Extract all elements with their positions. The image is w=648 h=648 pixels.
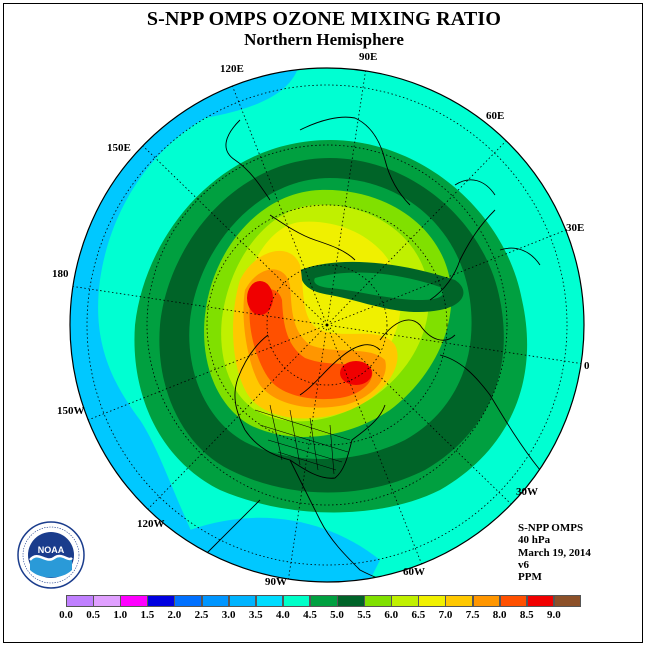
scale-swatch [201,595,230,607]
lon-label-150w: 150W [57,405,85,417]
map-boundary [69,67,585,583]
scale-swatch [120,595,148,607]
info-block: S-NPP OMPS 40 hPa March 19, 2014 v6 PPM [518,522,591,583]
scale-label: 7.0 [438,609,453,621]
scale-label: 3.5 [248,609,263,621]
scale-swatch [228,595,257,607]
field-red-max-east [340,361,372,385]
lon-label-30w: 30W [516,486,538,498]
scale-label: 0.0 [59,609,73,621]
scale-swatch [472,595,501,607]
scale-label: 1.5 [140,609,155,621]
scale-label: 2.5 [194,609,209,621]
lon-label-90w: 90W [265,576,287,588]
info-date: March 19, 2014 [518,546,591,559]
scale-swatch [418,595,446,607]
scale-label: 2.0 [167,609,182,621]
scale-swatch [499,595,528,607]
scale-label: 4.5 [303,609,317,621]
scale-label: 3.0 [221,609,236,621]
info-units: PPM [518,571,542,584]
scale-label: 1.0 [113,609,128,621]
info-version: v6 [518,558,529,571]
scale-label: 5.5 [357,609,372,621]
scale-label: 0.5 [86,609,100,621]
scale-swatch [93,595,121,607]
field-blue-west [70,68,300,582]
scale-swatch [255,595,284,607]
scale-swatch [391,595,419,607]
scale-swatch [445,595,474,607]
scale-label: 9.0 [547,609,561,621]
info-instrument: S-NPP OMPS [518,522,584,534]
scale-label: 7.5 [465,609,480,621]
lon-label-90e: 90E [359,51,378,63]
noaa-logo: NOAA [17,521,85,589]
scale-label: 5.0 [330,609,344,621]
page-title: S-NPP OMPS OZONE MIXING RATIO [146,8,502,30]
lon-label-60w: 60W [403,566,425,578]
scale-swatch [282,595,311,607]
scale-label: 4.0 [275,609,290,621]
figure-frame [3,3,643,643]
coastlines [199,116,541,582]
graticule [70,68,584,582]
lon-label-180: 180 [52,268,69,280]
lon-label-30e: 30E [566,222,585,234]
lon-label-60e: 60E [486,110,505,122]
info-level: 40 hPa [518,534,551,547]
scale-swatch [337,595,365,607]
scale-swatch [309,595,338,607]
field-green-tongue [314,272,444,300]
lon-label-150e: 150E [107,142,131,154]
scale-swatch [526,595,555,607]
scale-label: 8.5 [519,609,534,621]
us-states-grid [254,404,351,475]
page-subtitle: Northern Hemisphere [244,30,404,49]
lon-label-120w: 120W [137,518,165,530]
scale-swatch [147,595,175,607]
lon-label-0: 0 [584,360,590,372]
scale-swatch [553,595,582,607]
scale-label: 6.0 [384,609,399,621]
field-red-max-west [247,281,273,315]
scale-swatch [66,595,94,607]
scale-swatch [364,595,392,607]
scale-label: 6.5 [411,609,426,621]
logo-text: NOAA [38,545,65,555]
scale-swatch [174,595,202,607]
scale-label: 8.0 [492,609,507,621]
lon-label-120e: 120E [220,63,244,75]
